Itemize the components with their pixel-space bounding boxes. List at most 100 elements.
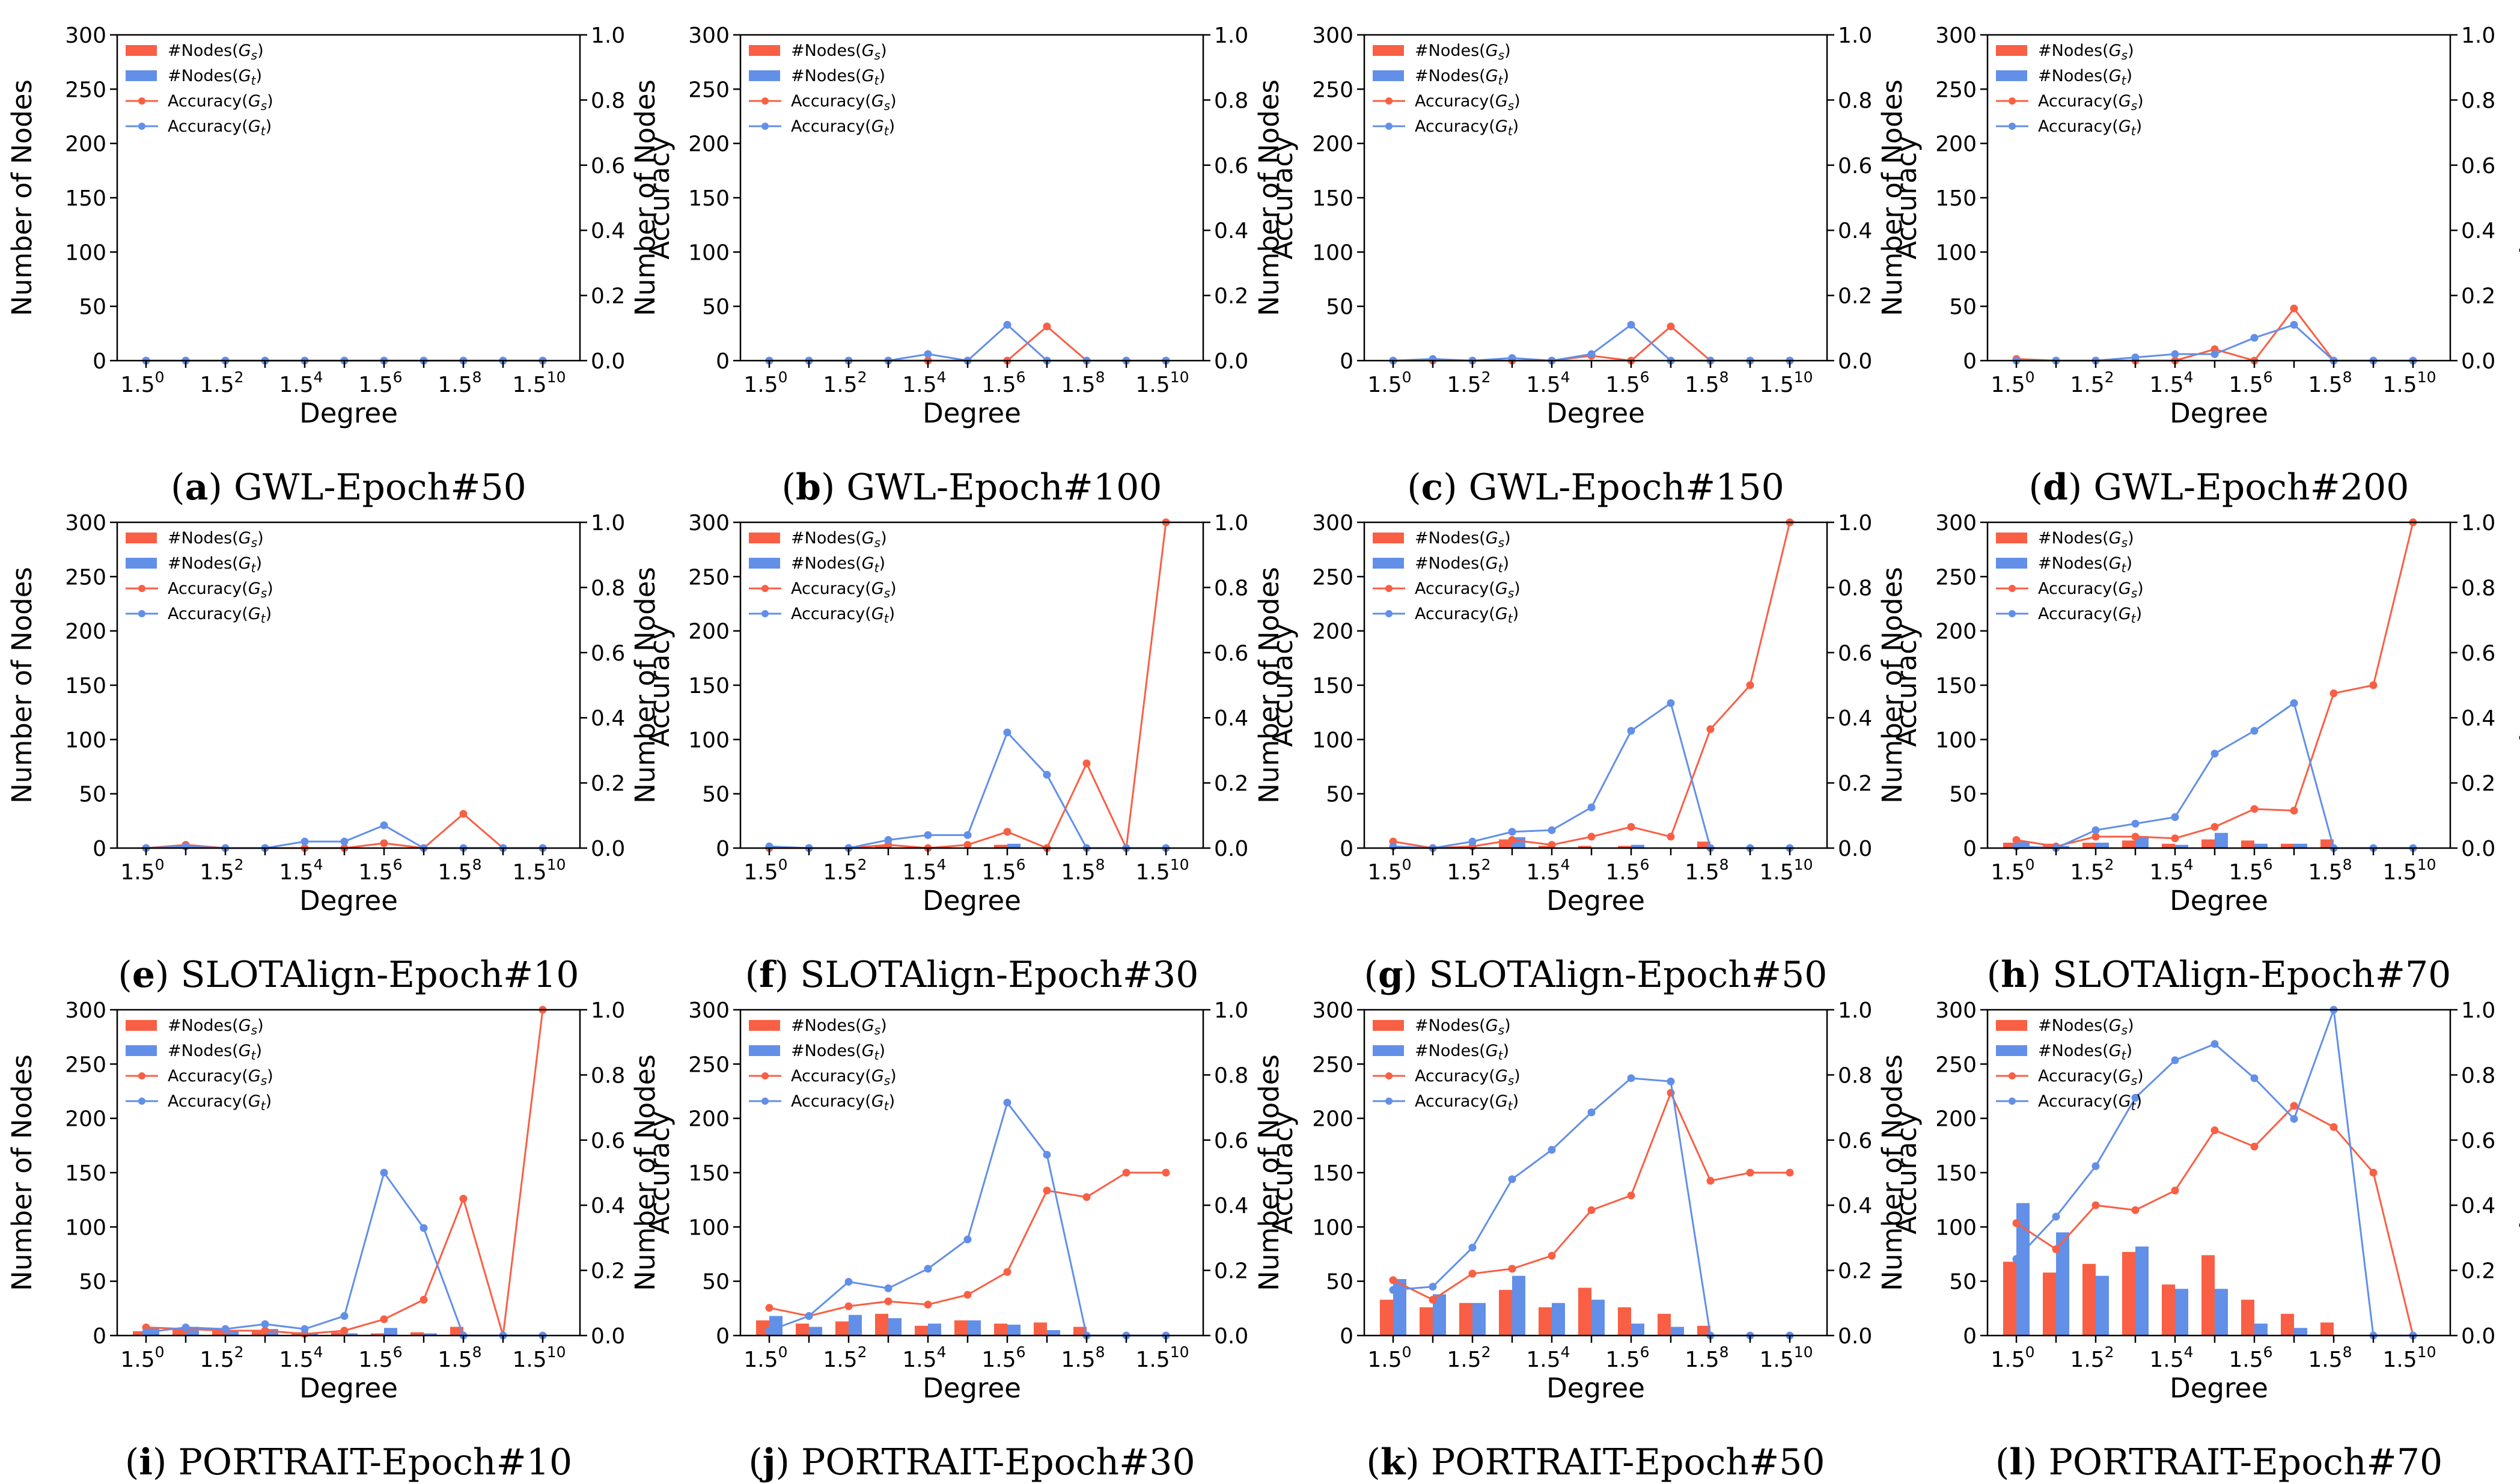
legend-entry: #Nodes(Gs) <box>168 529 264 550</box>
left-tick-label: 50 <box>1326 1270 1353 1295</box>
left-tick-label: 0 <box>93 837 106 861</box>
x-tick-label: 1.52 <box>200 368 243 397</box>
bar-nodes-gt <box>265 1329 278 1336</box>
y-axis-label-right: Accuracy <box>1267 136 1299 259</box>
right-tick-label: 0.0 <box>2461 1324 2495 1349</box>
bar-nodes-gt <box>1047 1330 1060 1336</box>
point-accuracy-gs <box>1043 1186 1051 1195</box>
point-accuracy-gt <box>2210 350 2219 358</box>
x-tick-label: 1.50 <box>1991 856 2034 885</box>
x-tick-label: 1.56 <box>981 856 1025 885</box>
point-accuracy-gs <box>1746 681 1754 689</box>
y-axis-label-right: Accuracy <box>2514 136 2520 259</box>
point-accuracy-gt <box>805 1311 813 1320</box>
point-accuracy-gt <box>1389 1286 1397 1294</box>
right-tick-label: 1.0 <box>1214 998 1248 1023</box>
x-tick-label: 1.56 <box>1605 1343 1649 1372</box>
point-accuracy-gs <box>1746 1168 1754 1177</box>
legend-swatch-bar <box>1996 70 2027 81</box>
point-accuracy-gt <box>2290 1115 2298 1123</box>
x-tick-label: 1.510 <box>1759 368 1813 397</box>
point-accuracy-gt <box>1003 728 1011 737</box>
point-accuracy-gt <box>1667 1077 1675 1086</box>
legend-entry: Accuracy(Gt) <box>1415 1092 1519 1113</box>
right-tick-label: 0.0 <box>1838 349 1872 374</box>
right-tick-label: 0.8 <box>591 88 625 113</box>
x-axis-label: Degree <box>2170 885 2268 917</box>
bar-nodes-gt <box>1631 844 1644 848</box>
chart-panel-b: 0 50 100 150 200 250 300 0.0 0.2 0.4 0.6 0.8 1.0 1.50… <box>629 23 1299 508</box>
chart-panel-i: 0 50 100 150 200 250 300 0.0 0.2 0.4 0.6 0.8 1.0 1.50… <box>6 998 676 1483</box>
left-tick-label: 300 <box>65 511 106 536</box>
legend-swatch-bar <box>749 558 780 569</box>
y-axis-label-left: Number of Nodes <box>1876 567 1908 804</box>
x-tick-label: 1.52 <box>823 1343 867 1372</box>
right-tick-label: 0.2 <box>2461 1259 2495 1284</box>
point-accuracy-gs <box>1508 835 1516 844</box>
legend-swatch-bar <box>1373 45 1404 56</box>
left-tick-label: 250 <box>688 565 730 590</box>
legend-swatch-marker <box>2009 1072 2016 1079</box>
right-tick-label: 0.2 <box>591 284 625 309</box>
bar-nodes-gt <box>2135 836 2149 848</box>
right-tick-label: 0.4 <box>1838 706 1872 731</box>
left-tick-label: 250 <box>688 78 730 102</box>
legend-entry: Accuracy(Gt) <box>168 605 272 626</box>
y-axis-label-left: Number of Nodes <box>1253 1054 1285 1291</box>
legend-entry: Accuracy(Gt) <box>2038 117 2142 138</box>
point-accuracy-gs <box>2131 832 2140 841</box>
caption: (k) PORTRAIT-Epoch#50 <box>1366 1441 1825 1483</box>
point-accuracy-gs <box>1587 832 1596 841</box>
right-tick-label: 0.6 <box>2461 154 2495 179</box>
left-tick-label: 200 <box>1312 1107 1353 1132</box>
x-tick-label: 1.50 <box>1367 856 1411 885</box>
bar-nodes-gs <box>875 844 888 848</box>
point-accuracy-gs <box>1429 1295 1437 1304</box>
bar-nodes-gs <box>1618 1307 1631 1336</box>
chart-panel-g: 0 50 100 150 200 250 300 0.0 0.2 0.4 0.6 0.8 1.0 1.50… <box>1253 511 1923 996</box>
legend-swatch-bar <box>1996 45 2027 56</box>
x-tick-label: 1.58 <box>1061 1343 1105 1372</box>
left-tick-label: 150 <box>1935 186 1977 211</box>
legend-entry: Accuracy(Gt) <box>168 1092 272 1113</box>
point-accuracy-gt <box>2131 1093 2140 1102</box>
bar-nodes-gt <box>1433 1294 1446 1336</box>
legend-entry: Accuracy(Gt) <box>1415 117 1519 138</box>
bar-nodes-gs <box>172 1329 186 1336</box>
point-accuracy-gt <box>1468 1244 1477 1252</box>
right-tick-label: 1.0 <box>591 511 625 536</box>
bar-nodes-gs <box>1499 1290 1512 1336</box>
x-tick-label: 1.56 <box>981 368 1025 397</box>
bar-nodes-gt <box>1393 1279 1406 1336</box>
bar-nodes-gt <box>2254 1324 2268 1336</box>
point-accuracy-gt <box>2171 1056 2179 1064</box>
legend-swatch-bar <box>749 70 780 81</box>
point-accuracy-gs <box>380 1315 388 1324</box>
point-accuracy-gt <box>1587 1108 1596 1117</box>
point-accuracy-gs <box>2290 1102 2298 1110</box>
right-tick-label: 1.0 <box>1838 511 1872 536</box>
left-tick-label: 250 <box>65 78 106 102</box>
legend-swatch-bar <box>126 1020 157 1031</box>
left-tick-label: 200 <box>1935 132 1977 157</box>
bar-nodes-gt <box>2096 1275 2109 1336</box>
point-accuracy-gt <box>1508 828 1516 836</box>
right-tick-label: 0.8 <box>1838 1063 1872 1088</box>
x-tick-label: 1.50 <box>743 368 787 397</box>
y-axis-label-right: Accuracy <box>2514 1111 2520 1234</box>
legend-entry: #Nodes(Gt) <box>1415 554 1509 575</box>
point-accuracy-gs <box>419 1295 428 1304</box>
left-tick-label: 250 <box>1935 1052 1977 1077</box>
point-accuracy-gs <box>884 1297 892 1305</box>
x-tick-label: 1.510 <box>1759 856 1813 885</box>
legend-swatch-bar <box>749 533 780 543</box>
point-accuracy-gt <box>2012 1255 2021 1263</box>
point-accuracy-gt <box>2290 320 2298 329</box>
bar-nodes-gs <box>1459 1302 1472 1336</box>
x-tick-label: 1.50 <box>120 1343 164 1372</box>
point-accuracy-gt <box>1627 320 1635 329</box>
bar-nodes-gs <box>1618 846 1631 848</box>
legend-entry: Accuracy(Gs) <box>1415 579 1521 600</box>
right-tick-label: 0.4 <box>591 706 625 731</box>
left-tick-label: 300 <box>1935 511 1977 536</box>
